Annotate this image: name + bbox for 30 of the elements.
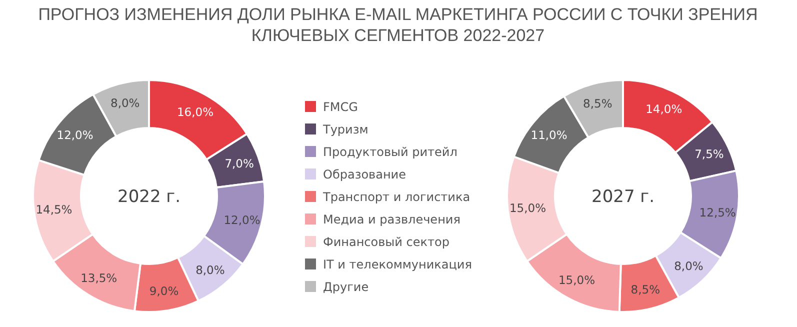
legend-label: Продуктовый ритейл	[323, 145, 458, 160]
data-label: 7,5%	[694, 146, 724, 161]
data-label: 13,5%	[80, 270, 118, 285]
legend-label: Медиа и развлечения	[323, 212, 460, 227]
data-label: 14,5%	[36, 202, 72, 217]
text: 2027 г.	[591, 186, 655, 207]
data-label: 12,5%	[699, 206, 736, 220]
legend-label: Другие	[323, 280, 369, 294]
data-label: 8,0%	[196, 262, 225, 277]
data-label: 8,0%	[674, 259, 704, 274]
text: 2022 г.	[117, 186, 181, 207]
data-label: 15,0%	[509, 201, 546, 216]
legend-label: FMCG	[323, 100, 358, 114]
legend-label: Финансовый сектор	[323, 235, 450, 250]
data-label: 16,0%	[176, 104, 214, 119]
data-label: 12,0%	[224, 212, 260, 227]
data-label: 11,0%	[530, 128, 568, 142]
data-label: 8,5%	[583, 96, 612, 110]
chart-title: ПРОГНОЗ ИЗМЕНЕНИЯ ДОЛИ РЫНКА E-MAIL МАРКЕТИНГА РОССИИ С ТОЧКИ ЗРЕНИЯ КЛЮЧЕВЫХ СЕГМЕНТОВ 2022-2027	[38, 5, 758, 45]
data-label: 15,0%	[558, 273, 596, 288]
data-label: 7,0%	[224, 156, 254, 171]
data-label: 12,0%	[56, 128, 94, 142]
data-label: 8,0%	[110, 96, 140, 110]
legend-label: Образование	[323, 168, 406, 182]
legend-label: IT и телекоммуникация	[323, 258, 472, 272]
legend-label: Туризм	[322, 122, 368, 137]
data-label: 9,0%	[149, 284, 179, 298]
data-label: 14,0%	[646, 102, 682, 116]
data-label: 8,5%	[630, 282, 660, 296]
legend-label: Транспорт и логистика	[322, 190, 470, 204]
